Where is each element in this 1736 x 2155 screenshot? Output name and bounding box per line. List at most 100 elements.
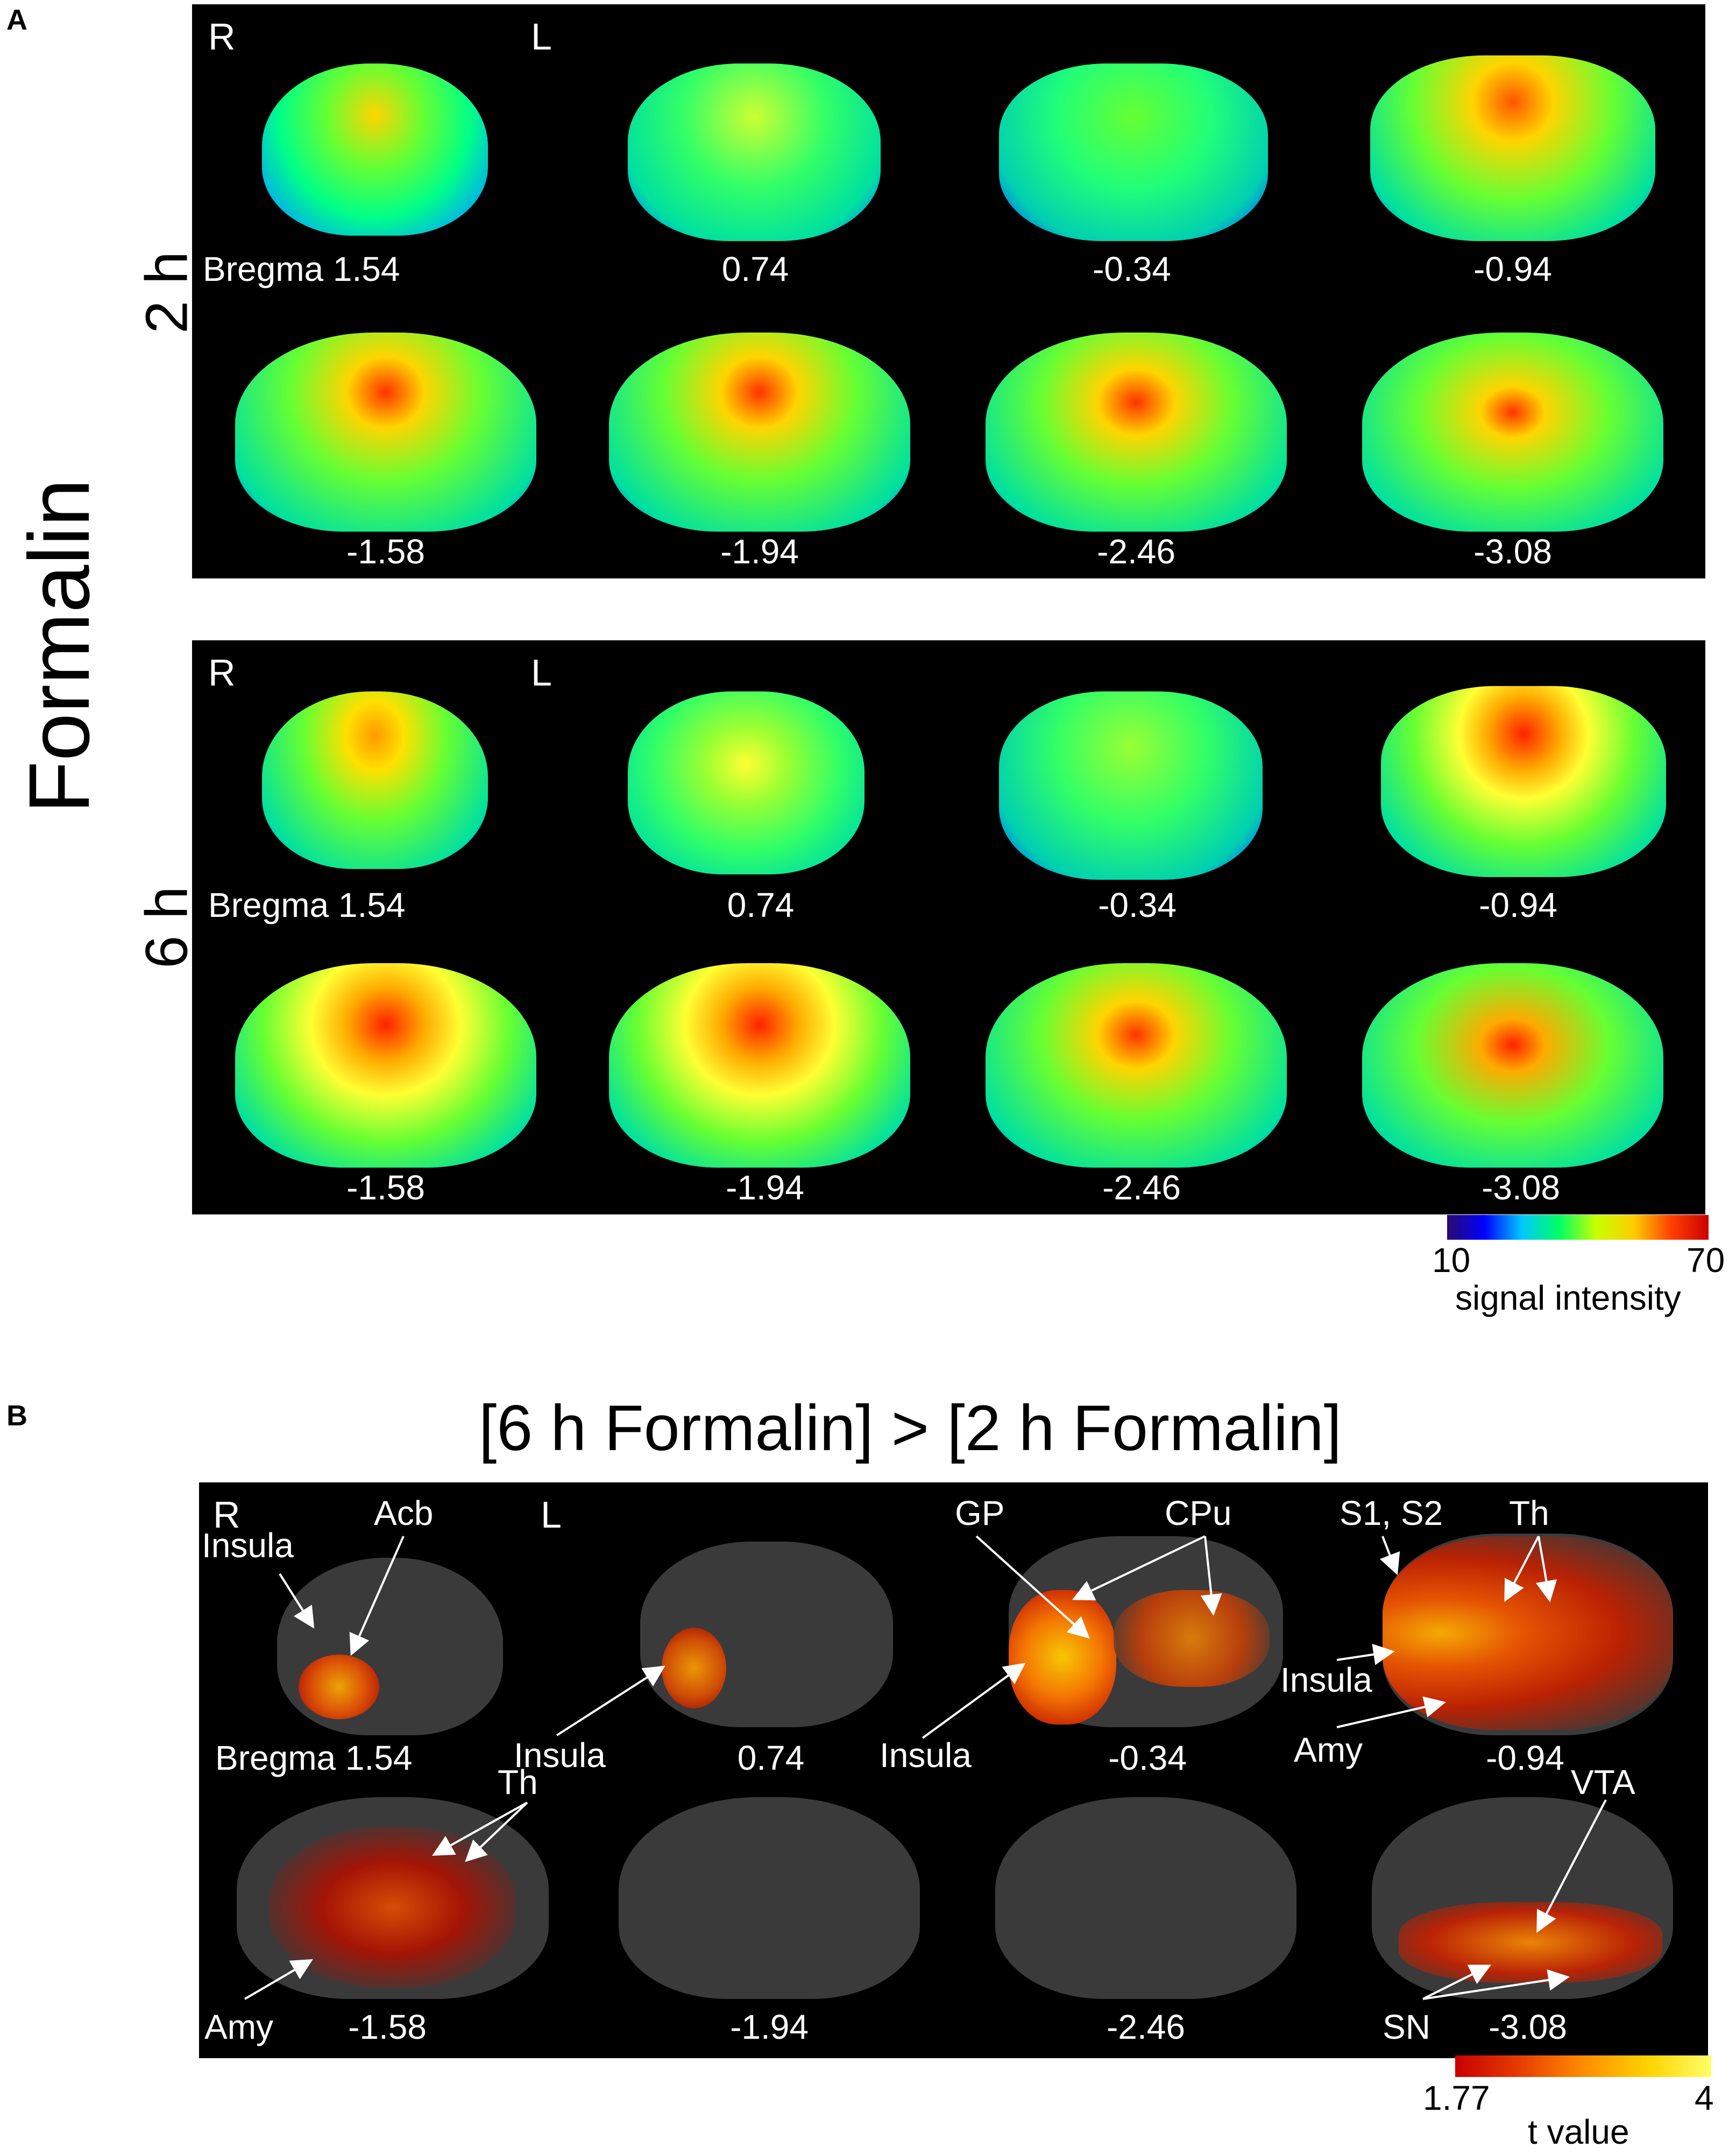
arrow [975, 1535, 1090, 1639]
brain-slice [986, 333, 1287, 532]
slice-label: -2.46 [1097, 532, 1175, 571]
slice-label: -1.58 [348, 2008, 427, 2046]
annotation-gp: GP [955, 1494, 1005, 1532]
slice-label: -1.94 [726, 1168, 804, 1207]
hemisphere-right-label: R [208, 16, 236, 58]
brain-slice [628, 691, 865, 874]
contrast-title: [6 h Formalin] > [2 h Formalin] [479, 1392, 1342, 1464]
arrow [349, 1536, 405, 1656]
arrow [1536, 1799, 1607, 1933]
brain-slice [619, 1797, 920, 1999]
arrow [1422, 1965, 1492, 2000]
arrow [465, 1801, 528, 1862]
panel-b-letter: B [6, 1400, 27, 1432]
colorbar-min-label: 1.77 [1423, 2079, 1490, 2117]
timepoint-2h-label: 2 h [133, 251, 200, 334]
colorbar-max-label: 70 [1687, 1241, 1725, 1280]
annotation-sn: SN [1383, 2008, 1430, 2046]
annotation-arrows [244, 1535, 1607, 2000]
annotation-th: Th [498, 1763, 538, 1801]
brain-slice [986, 963, 1287, 1168]
slice-label: 0.74 [727, 886, 795, 924]
hemisphere-right-label: R [208, 652, 236, 694]
annotation-th: Th [1509, 1494, 1549, 1532]
slice-label: -3.08 [1482, 1168, 1560, 1207]
brain-blob [662, 1628, 726, 1708]
brain-blob [1399, 1902, 1662, 1983]
colorbar-title: signal intensity [1455, 1278, 1681, 1317]
brain-blob [1009, 1590, 1116, 1725]
brain-slice [999, 63, 1268, 241]
annotation-vta: VTA [1571, 1763, 1635, 1801]
slice-label: 0.74 [721, 250, 789, 288]
slice-label: Bregma 1.54 [203, 250, 400, 288]
hemisphere-right-label: R [213, 1494, 240, 1536]
hemisphere-left-label: L [531, 16, 552, 58]
brain-slice [1381, 686, 1666, 877]
annotation-insula: Insula [1280, 1661, 1372, 1699]
slice-label: -0.94 [1486, 1739, 1564, 1777]
formalin-side-title: Formalin [11, 478, 107, 814]
slice-label: -3.08 [1489, 2008, 1567, 2046]
slice-label: Bregma 1.54 [208, 886, 406, 924]
signal-intensity-colorbar [1447, 1215, 1709, 1240]
colorbar-max-label: 4 [1695, 2079, 1714, 2117]
arrow [922, 1663, 1026, 1739]
brain-slice [262, 63, 488, 236]
annotation-amy: Amy [204, 2008, 273, 2046]
annotation-acb: Acb [374, 1494, 434, 1532]
slice-label: -0.94 [1473, 250, 1552, 288]
brain-slice [999, 691, 1263, 880]
panel-a-6h-image: R L Bregma 1.54 0.74 -0.34 -0.94 -1.58 -… [192, 640, 1705, 1214]
slice-label: -0.34 [1108, 1739, 1187, 1777]
hemisphere-left-label: L [531, 652, 552, 694]
arrow [1504, 1536, 1540, 1602]
brain-slice [628, 63, 881, 241]
arrow [244, 1959, 313, 2000]
brain-slice [1362, 963, 1663, 1168]
t-value-colorbar [1455, 2055, 1711, 2077]
hemisphere-left-label: L [541, 1494, 562, 1536]
slice-label: -1.58 [346, 532, 425, 571]
brain-slice [235, 963, 536, 1168]
brain-slice [609, 333, 910, 532]
slice-label: -2.46 [1102, 1168, 1181, 1207]
annotation-amy: Amy [1294, 1730, 1363, 1769]
timepoint-6h-label: 6 h [133, 886, 200, 969]
arrow [1422, 1969, 1570, 2000]
brain-slice [235, 333, 536, 532]
brain-slice [995, 1797, 1296, 1999]
brain-slice [1362, 333, 1663, 532]
annotation-insula: Insula [514, 1736, 606, 1775]
arrow [1535, 1536, 1557, 1602]
slice-label: -3.08 [1473, 532, 1552, 571]
slice-label: -1.94 [720, 532, 799, 571]
brain-blob [1114, 1590, 1270, 1687]
slice-label: -1.58 [346, 1168, 425, 1207]
arrow [1336, 1696, 1446, 1728]
annotation-cpu: CPu [1165, 1494, 1232, 1532]
arrow [1200, 1536, 1222, 1616]
colorbar-title: t value [1528, 2112, 1629, 2151]
arrow [279, 1573, 315, 1629]
brain-slice [609, 963, 910, 1168]
brain-blob [299, 1655, 379, 1719]
arrow [1072, 1535, 1206, 1601]
annotation-s1s2: S1, S2 [1340, 1494, 1443, 1532]
panel-a-2h-image: R L Bregma 1.54 0.74 -0.34 -0.94 -1.58 -… [192, 4, 1705, 578]
arrow [1379, 1536, 1400, 1575]
annotation-insula: Insula [880, 1736, 972, 1775]
panel-a-letter: A [6, 4, 27, 36]
brain-slice [1370, 55, 1655, 241]
slice-label: Bregma 1.54 [215, 1739, 413, 1777]
slice-label: -0.34 [1098, 886, 1177, 924]
slice-label: 0.74 [737, 1739, 805, 1777]
arrow [556, 1665, 665, 1736]
slice-label: -0.34 [1093, 250, 1171, 288]
slice-label: -2.46 [1107, 2008, 1185, 2046]
colorbar-min-label: 10 [1432, 1241, 1471, 1280]
arrow [1336, 1643, 1395, 1665]
annotation-insula: Insula [202, 1526, 294, 1565]
panel-b-image: R L Bregma 1.54 0.74 -0.34 -0.94 -1.58 -… [199, 1482, 1708, 2058]
slice-label: -1.94 [730, 2008, 809, 2046]
